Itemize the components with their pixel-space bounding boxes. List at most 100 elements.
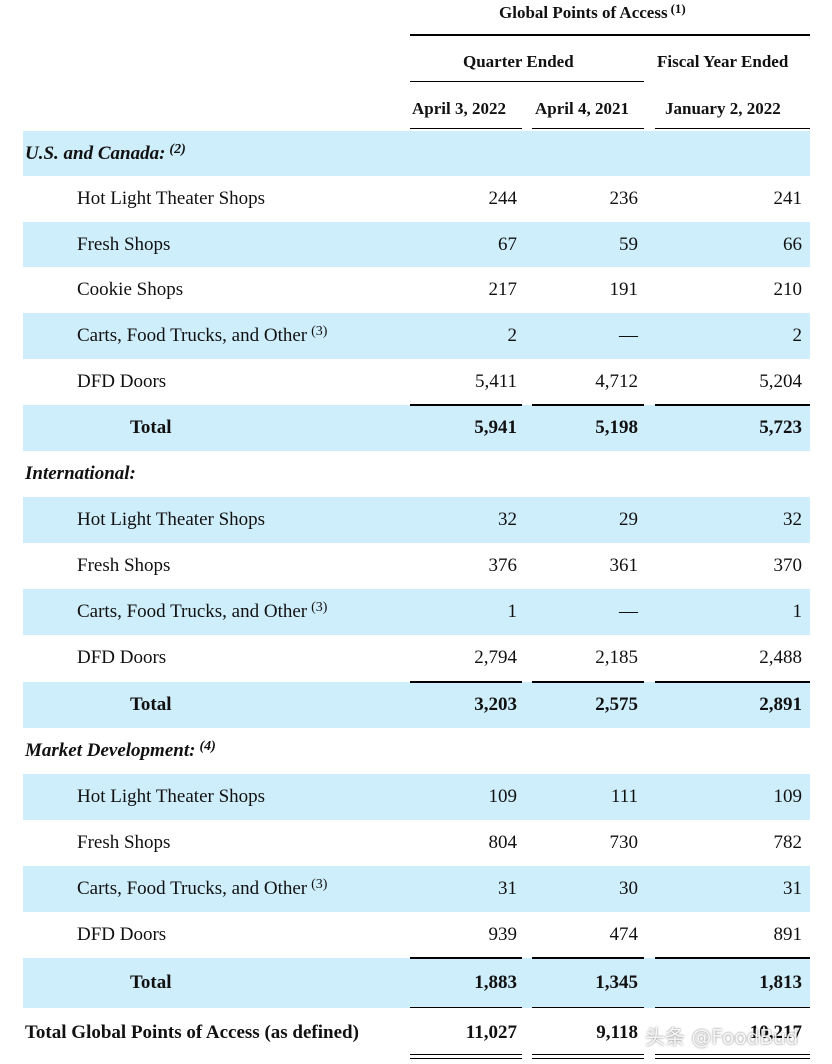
table-row: Hot Light Theater Shops 32 29 32 [23, 497, 810, 543]
row-label: Total Global Points of Access (as define… [25, 1008, 359, 1058]
value-col2: — [619, 325, 638, 346]
total-underline [532, 1007, 644, 1008]
row-label: Carts, Food Trucks, and Other (3) [77, 313, 327, 359]
value-col3: 2 [792, 325, 803, 346]
row-label: Fresh Shops [77, 543, 170, 589]
group-rule [410, 34, 810, 36]
quarter-ended-header: Quarter Ended [463, 52, 574, 71]
table-row: Cookie Shops 217 191 210 [23, 267, 810, 313]
row-label: Carts, Food Trucks, and Other (3) [77, 589, 327, 635]
value-col1: 3,203 [474, 694, 517, 715]
row-label-text: U.S. and Canada: [25, 142, 166, 164]
value-col3: 10,217 [749, 1022, 802, 1043]
section-row: U.S. and Canada: (2) [23, 131, 810, 176]
row-label: Total [130, 405, 172, 451]
col3-header-rule [655, 128, 810, 129]
table-row: Carts, Food Trucks, and Other (3) 2 — 2 [23, 313, 810, 359]
group-title-note: (1) [670, 1, 686, 16]
watermark: 头条 @FoodBud [645, 1025, 799, 1049]
table-row: Fresh Shops 67 59 66 [23, 222, 810, 267]
value-col2: 29 [619, 509, 638, 530]
total-underline [655, 404, 810, 406]
value-col3: 1 [792, 601, 803, 622]
table-row: Carts, Food Trucks, and Other (3) 31 30 31 [23, 866, 810, 912]
value-col3: 1,813 [759, 972, 802, 993]
value-col1: 11,027 [465, 1022, 517, 1043]
col2-header: April 4, 2021 [535, 99, 629, 118]
table-row: DFD Doors 2,794 2,185 2,488 [23, 635, 810, 681]
table-row: Carts, Food Trucks, and Other (3) 1 — 1 [23, 589, 810, 635]
value-col2: 2,185 [595, 647, 638, 668]
value-col1: 939 [488, 924, 518, 945]
row-label: DFD Doors [77, 359, 166, 405]
double-underline [410, 1054, 522, 1055]
value-col3: 891 [773, 924, 803, 945]
row-label: DFD Doors [77, 912, 166, 958]
value-col3: 31 [783, 878, 802, 899]
row-label-text: Carts, Food Trucks, and Other [77, 325, 308, 346]
quarter-rule [410, 81, 644, 82]
row-label-text: DFD Doors [77, 924, 167, 945]
row-label: International: [25, 451, 136, 497]
group-title-text: Global Points of Access [499, 3, 668, 22]
row-label: Hot Light Theater Shops [77, 774, 265, 820]
table-row: Hot Light Theater Shops 109 111 109 [23, 774, 810, 820]
value-col2: 191 [609, 279, 639, 300]
value-col3: 2,891 [759, 694, 802, 715]
row-label-text: Fresh Shops [77, 555, 171, 576]
row-label-text: Fresh Shops [77, 832, 171, 853]
double-underline [655, 1058, 810, 1059]
row-label-text: Hot Light Theater Shops [77, 786, 266, 807]
value-col2: 30 [619, 878, 638, 899]
section-row: Market Development: (4) [23, 728, 810, 774]
value-col2: 474 [609, 924, 639, 945]
group-title: Global Points of Access (1) [499, 1, 686, 23]
total-underline [532, 957, 644, 959]
row-label-text: Hot Light Theater Shops [77, 188, 266, 209]
footnote-marker: (3) [311, 877, 328, 892]
row-label-text: DFD Doors [77, 371, 167, 392]
value-col2: 2,575 [595, 694, 638, 715]
row-label: Total [130, 958, 172, 1008]
double-underline [532, 1058, 644, 1059]
value-col1: 244 [488, 188, 518, 209]
value-col2: 111 [610, 786, 638, 807]
row-label-text: Carts, Food Trucks, and Other [77, 878, 308, 899]
value-col1: 804 [488, 832, 518, 853]
col1-header-rule [410, 128, 522, 129]
table-row: DFD Doors 5,411 4,712 5,204 [23, 359, 810, 405]
col3-header: January 2, 2022 [665, 99, 781, 118]
row-label: Cookie Shops [77, 267, 183, 313]
value-col1: 5,941 [474, 417, 517, 438]
value-col2: 59 [619, 233, 638, 255]
value-col1: 2 [507, 325, 518, 346]
value-col2: 361 [609, 555, 639, 576]
row-label: Total [130, 682, 172, 728]
row-label-text: Total [130, 694, 172, 715]
row-label-text: Hot Light Theater Shops [77, 509, 266, 530]
total-underline [532, 404, 644, 406]
row-label: U.S. and Canada: (2) [25, 131, 186, 176]
row-label: Fresh Shops [77, 222, 170, 267]
value-col3: 5,723 [759, 417, 802, 438]
value-col1: 1 [507, 601, 518, 622]
total-underline [532, 681, 644, 683]
grand-total-row: Total Global Points of Access (as define… [23, 1008, 810, 1058]
value-col3: 66 [783, 233, 802, 255]
value-col2: 5,198 [595, 417, 638, 438]
footnote-marker: (2) [169, 141, 186, 157]
row-label-text: Fresh Shops [77, 233, 171, 255]
value-col1: 2,794 [474, 647, 517, 668]
row-label: Hot Light Theater Shops [77, 497, 265, 543]
value-col2: 236 [609, 188, 639, 209]
total-underline [655, 1007, 810, 1008]
value-col1: 376 [488, 555, 518, 576]
value-col3: 210 [773, 279, 803, 300]
row-label-text: Market Development: [25, 740, 196, 761]
value-col3: 32 [783, 509, 802, 530]
table-row: DFD Doors 939 474 891 [23, 912, 810, 958]
double-underline [655, 1054, 810, 1055]
value-col3: 782 [773, 832, 803, 853]
value-col1: 5,411 [474, 371, 517, 392]
value-col2: 730 [609, 832, 639, 853]
